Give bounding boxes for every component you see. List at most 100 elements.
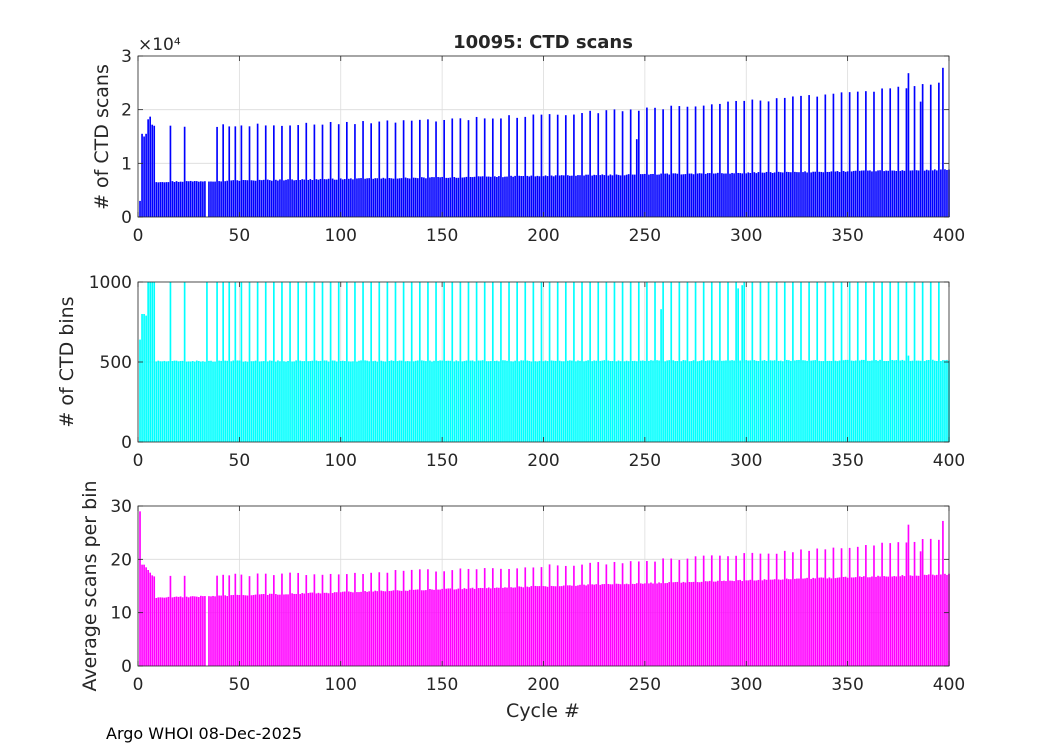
bar: [631, 583, 634, 666]
bar: [901, 170, 904, 217]
bar: [619, 584, 622, 666]
bar: [759, 553, 762, 666]
bar: [818, 577, 821, 666]
bar: [676, 361, 679, 442]
bar: [664, 173, 666, 217]
bar: [595, 175, 598, 217]
bar: [569, 360, 571, 442]
bar: [429, 589, 431, 666]
bar: [220, 181, 222, 217]
x-tick-label: 150: [426, 226, 458, 246]
bar: [631, 174, 634, 217]
bar: [437, 589, 439, 666]
bar: [285, 361, 287, 442]
bar: [942, 67, 944, 217]
bar: [642, 360, 644, 442]
bar: [865, 545, 867, 666]
bar: [185, 181, 188, 217]
bar: [315, 360, 318, 442]
bar: [929, 538, 932, 666]
bar: [577, 585, 579, 666]
bar: [477, 176, 480, 217]
bar: [153, 282, 156, 442]
bar: [747, 360, 750, 442]
bar: [601, 360, 604, 442]
bar: [668, 174, 671, 217]
bar: [816, 548, 819, 666]
bar: [394, 282, 397, 442]
bar: [639, 174, 642, 217]
bar: [767, 282, 770, 442]
bar: [506, 176, 508, 217]
bar: [737, 288, 739, 442]
bar: [680, 582, 683, 666]
bar: [566, 360, 569, 442]
bar: [181, 597, 184, 666]
bar: [295, 360, 297, 442]
bar: [587, 584, 589, 666]
bar: [275, 179, 277, 217]
bar: [260, 594, 263, 666]
bar: [826, 578, 829, 666]
bar: [763, 360, 766, 442]
bar: [260, 361, 263, 442]
bar: [313, 574, 316, 666]
bar: [658, 360, 660, 442]
bar: [854, 360, 857, 442]
x-tick-label: 350: [831, 451, 863, 471]
bar: [654, 561, 656, 666]
bar: [680, 361, 683, 442]
bar: [252, 361, 255, 442]
bar: [348, 178, 350, 217]
bar: [696, 361, 699, 442]
bar: [921, 539, 924, 666]
bar: [644, 360, 646, 442]
bar: [593, 360, 596, 442]
bar: [595, 360, 598, 442]
bar: [512, 361, 514, 442]
bar: [161, 182, 164, 217]
bar: [414, 589, 417, 666]
bar: [810, 360, 812, 442]
bar: [621, 563, 624, 666]
bar: [820, 577, 823, 666]
bar: [202, 361, 204, 442]
bar: [619, 361, 622, 442]
bar: [583, 361, 585, 442]
bar: [838, 577, 841, 666]
bar: [909, 575, 912, 666]
bar: [307, 361, 310, 442]
bar: [816, 282, 819, 442]
x-tick-label: 0: [133, 226, 144, 246]
bar: [741, 581, 744, 666]
bar: [536, 175, 539, 217]
bar: [167, 182, 170, 217]
bar: [660, 583, 662, 666]
bar: [226, 360, 229, 442]
bar: [301, 593, 304, 666]
bar: [518, 175, 521, 217]
bar: [869, 577, 871, 666]
bar: [583, 584, 585, 666]
bar: [303, 179, 306, 217]
bar: [625, 583, 628, 666]
bar: [917, 575, 920, 666]
bar: [159, 597, 162, 666]
bar: [644, 173, 646, 217]
bar: [388, 591, 391, 666]
bar: [481, 360, 484, 442]
bar: [297, 572, 300, 666]
bar: [564, 282, 567, 442]
bar: [425, 178, 427, 217]
bar: [613, 109, 616, 217]
bar: [307, 179, 310, 217]
bar: [692, 360, 695, 442]
bar: [919, 551, 922, 666]
bar: [794, 171, 796, 217]
bar: [633, 360, 636, 442]
bar: [885, 170, 887, 217]
bar: [639, 583, 642, 666]
bar: [319, 178, 322, 217]
bar: [706, 581, 709, 666]
bar: [846, 171, 849, 217]
